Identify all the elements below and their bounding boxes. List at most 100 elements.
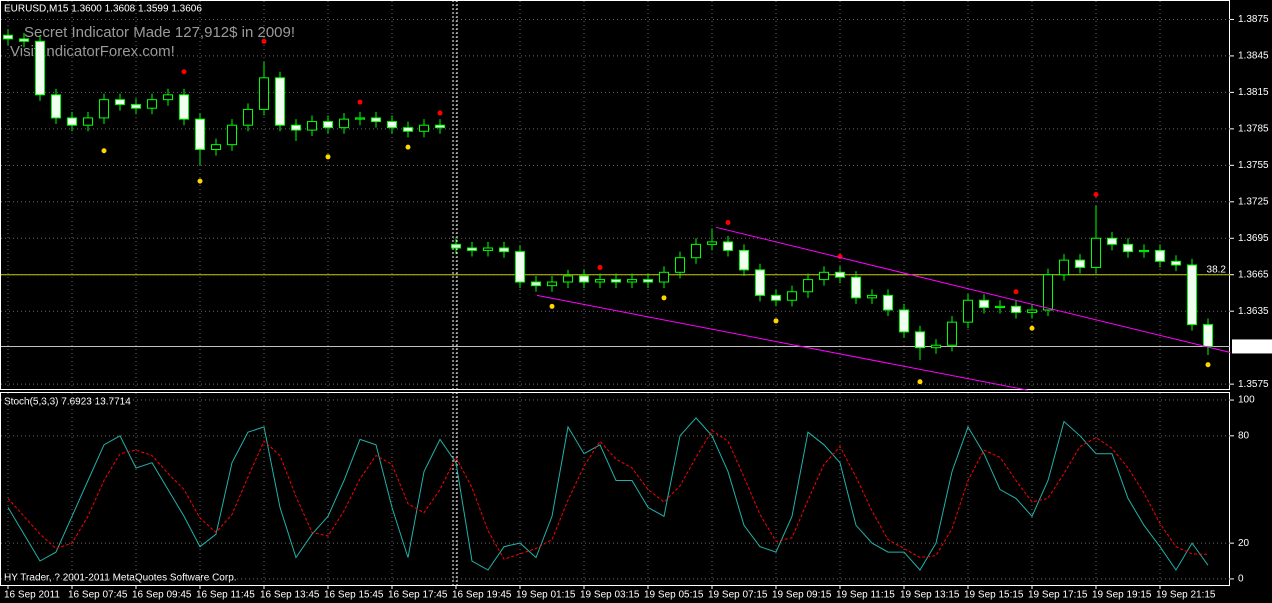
down-fractal bbox=[549, 303, 555, 309]
candle-body bbox=[323, 121, 333, 129]
x-tick-label: 19 Sep 07:15 bbox=[708, 590, 768, 601]
candle-body bbox=[1203, 324, 1213, 347]
candle-body bbox=[531, 281, 541, 287]
trendline bbox=[536, 294, 1029, 391]
candle-body bbox=[51, 94, 61, 119]
candle-body bbox=[355, 117, 365, 120]
annotation: Secret Indicator Made 127,912$ in 2009! bbox=[24, 24, 295, 41]
candle-body bbox=[787, 291, 797, 301]
candle-body bbox=[1187, 264, 1197, 326]
up-fractal bbox=[1013, 289, 1019, 295]
candle-body bbox=[1075, 259, 1085, 268]
candle-body bbox=[899, 309, 909, 333]
price-panel-frame bbox=[0, 0, 1230, 390]
candle-body bbox=[67, 117, 77, 126]
y-tick-label: 1.3785 bbox=[1238, 123, 1269, 134]
current-price-box bbox=[1232, 339, 1272, 354]
candle-body bbox=[3, 34, 13, 40]
candle-body bbox=[643, 279, 653, 283]
candle-body bbox=[947, 321, 957, 346]
candle-body bbox=[339, 118, 349, 129]
down-fractal bbox=[405, 144, 411, 150]
candle-body bbox=[515, 251, 525, 283]
candle-body bbox=[563, 275, 573, 283]
up-fractal bbox=[181, 69, 187, 75]
candle-body bbox=[1011, 305, 1021, 313]
candle-body bbox=[1043, 274, 1053, 311]
candle-body bbox=[35, 40, 45, 96]
candle-body bbox=[851, 276, 861, 299]
candle-body bbox=[451, 243, 461, 249]
current-price-label: 1.3606 bbox=[1236, 341, 1267, 352]
candle-body bbox=[883, 294, 893, 311]
annotation: Visit IndicatorForex.com! bbox=[10, 43, 175, 60]
down-fractal bbox=[101, 148, 107, 154]
candle-body bbox=[867, 294, 877, 299]
down-fractal bbox=[661, 295, 667, 301]
candle-body bbox=[803, 279, 813, 293]
candle-body bbox=[19, 38, 29, 42]
footer: HY Trader, ? 2001-2011 MetaQuotes Softwa… bbox=[4, 573, 237, 584]
down-fractal bbox=[773, 318, 779, 324]
x-tick-label: 19 Sep 01:15 bbox=[516, 590, 576, 601]
candle-body bbox=[835, 271, 845, 278]
up-fractal bbox=[357, 99, 363, 105]
down-fractal bbox=[917, 379, 923, 385]
x-tick-label: 19 Sep 11:15 bbox=[836, 590, 895, 601]
candle-body bbox=[83, 117, 93, 126]
candle-body bbox=[115, 99, 125, 106]
candle-body bbox=[995, 305, 1005, 309]
y-tick-label: 1.3725 bbox=[1238, 196, 1269, 207]
x-tick-label: 16 Sep 2011 bbox=[4, 590, 60, 601]
indicator-title: Stoch(5,3,3) 7.6923 13.7714 bbox=[4, 397, 131, 408]
candle-body bbox=[1027, 309, 1037, 313]
x-tick-label: 19 Sep 05:15 bbox=[644, 590, 704, 601]
x-tick-label: 19 Sep 15:15 bbox=[964, 590, 1024, 601]
x-tick-label: 16 Sep 19:45 bbox=[452, 590, 512, 601]
up-fractal bbox=[725, 219, 731, 225]
candle-body bbox=[307, 121, 317, 131]
candle-body bbox=[243, 108, 253, 126]
candle-body bbox=[659, 271, 669, 283]
candle-body bbox=[211, 144, 221, 151]
candle-body bbox=[195, 118, 205, 151]
x-tick-label: 16 Sep 07:45 bbox=[68, 590, 128, 601]
y-tick-label: 1.3845 bbox=[1238, 51, 1269, 62]
x-tick-label: 19 Sep 13:15 bbox=[900, 590, 960, 601]
candle-body bbox=[131, 104, 141, 109]
candle-body bbox=[179, 94, 189, 120]
candle-body bbox=[259, 77, 269, 110]
down-fractal bbox=[1029, 325, 1035, 331]
candle-body bbox=[1107, 237, 1117, 245]
y-tick-label: 100 bbox=[1238, 395, 1255, 406]
candle-body bbox=[227, 124, 237, 146]
candle-body bbox=[611, 279, 621, 283]
candle-body bbox=[419, 124, 429, 132]
x-tick-label: 16 Sep 09:45 bbox=[132, 590, 192, 601]
x-tick-label: 16 Sep 17:45 bbox=[388, 590, 448, 601]
x-tick-label: 19 Sep 17:15 bbox=[1028, 590, 1088, 601]
up-fractal bbox=[437, 110, 443, 116]
candle-body bbox=[147, 99, 157, 109]
candle-body bbox=[931, 344, 941, 349]
x-tick-label: 19 Sep 09:15 bbox=[772, 590, 832, 601]
y-tick-label: 1.3755 bbox=[1238, 160, 1269, 171]
candle-body bbox=[483, 247, 493, 251]
candle-body bbox=[163, 94, 173, 101]
down-fractal bbox=[197, 178, 203, 184]
candle-body bbox=[99, 99, 109, 119]
candle-body bbox=[627, 279, 637, 283]
candle-body bbox=[595, 279, 605, 283]
candle-body bbox=[275, 77, 285, 126]
y-tick-label: 1.3695 bbox=[1238, 233, 1269, 244]
stoch-line bbox=[7, 417, 1209, 571]
candle-body bbox=[739, 249, 749, 271]
candle-body bbox=[1155, 249, 1165, 262]
candle-body bbox=[723, 241, 733, 251]
candle-body bbox=[771, 294, 781, 301]
stoch-line bbox=[7, 429, 1209, 560]
candle-body bbox=[579, 275, 589, 283]
candle-body bbox=[387, 121, 397, 129]
candle-body bbox=[979, 299, 989, 309]
